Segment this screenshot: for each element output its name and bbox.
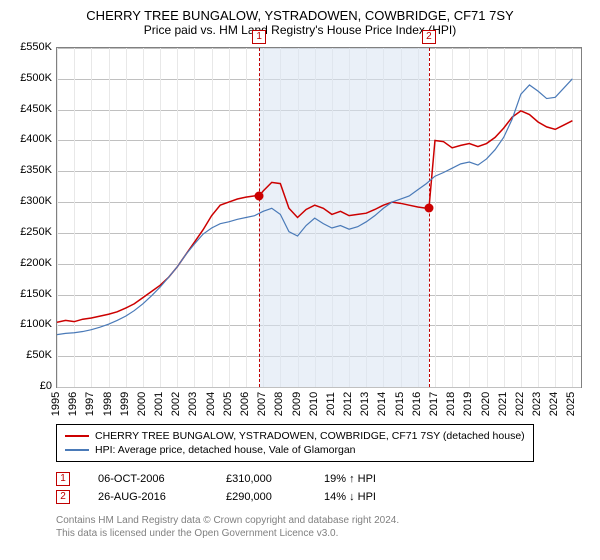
sale-marker-box: 2: [422, 30, 436, 44]
footer-line-2: This data is licensed under the Open Gov…: [56, 527, 590, 540]
legend-item: HPI: Average price, detached house, Vale…: [65, 443, 525, 457]
ytick-label: £100K: [10, 318, 52, 330]
series-hpi: [57, 79, 572, 335]
line-layer: [57, 48, 581, 387]
xtick-label: 1998: [102, 392, 114, 416]
sale-row: 2 26-AUG-2016 £290,000 14% ↓ HPI: [56, 488, 590, 506]
sale-row: 1 06-OCT-2006 £310,000 19% ↑ HPI: [56, 470, 590, 488]
xtick-label: 2014: [376, 392, 388, 416]
xtick-label: 2010: [308, 392, 320, 416]
ytick-label: £350K: [10, 164, 52, 176]
sale-dot: [255, 191, 264, 200]
legend-swatch: [65, 449, 89, 451]
xtick-label: 2025: [565, 392, 577, 416]
sale-pct-vs-hpi: 14% ↓ HPI: [324, 491, 414, 503]
xtick-label: 2013: [359, 392, 371, 416]
xtick-label: 2012: [342, 392, 354, 416]
xtick-label: 2009: [291, 392, 303, 416]
gridline-h: [57, 387, 581, 388]
ytick-label: £550K: [10, 41, 52, 53]
xtick-label: 2021: [497, 392, 509, 416]
ytick-label: £250K: [10, 226, 52, 238]
xtick-label: 2011: [325, 392, 337, 416]
xtick-label: 2022: [514, 392, 526, 416]
xtick-label: 2008: [273, 392, 285, 416]
chart-subtitle: Price paid vs. HM Land Registry's House …: [10, 23, 590, 37]
footer-attribution: Contains HM Land Registry data © Crown c…: [56, 514, 590, 540]
xtick-label: 1997: [84, 392, 96, 416]
xtick-label: 2019: [462, 392, 474, 416]
legend: CHERRY TREE BUNGALOW, YSTRADOWEN, COWBRI…: [56, 424, 534, 462]
sale-date: 26-AUG-2016: [98, 491, 198, 503]
legend-label: HPI: Average price, detached house, Vale…: [95, 444, 356, 456]
sale-row-marker: 1: [56, 472, 70, 486]
xtick-label: 2002: [170, 392, 182, 416]
legend-swatch: [65, 435, 89, 437]
sale-price: £310,000: [226, 473, 296, 485]
xtick-label: 2020: [480, 392, 492, 416]
xtick-label: 2005: [222, 392, 234, 416]
xtick-label: 1996: [67, 392, 79, 416]
xtick-label: 1999: [119, 392, 131, 416]
ytick-label: £500K: [10, 72, 52, 84]
series-property: [57, 111, 572, 322]
sale-row-marker: 2: [56, 490, 70, 504]
legend-label: CHERRY TREE BUNGALOW, YSTRADOWEN, COWBRI…: [95, 430, 525, 442]
xtick-label: 2007: [256, 392, 268, 416]
xtick-label: 2024: [548, 392, 560, 416]
xtick-label: 2004: [205, 392, 217, 416]
xtick-label: 2016: [411, 392, 423, 416]
plot-region: 12: [56, 47, 582, 388]
ytick-label: £300K: [10, 195, 52, 207]
legend-item: CHERRY TREE BUNGALOW, YSTRADOWEN, COWBRI…: [65, 429, 525, 443]
sale-marker-box: 1: [252, 30, 266, 44]
xtick-label: 2015: [394, 392, 406, 416]
chart-title: CHERRY TREE BUNGALOW, YSTRADOWEN, COWBRI…: [10, 8, 590, 23]
xtick-label: 2001: [153, 392, 165, 416]
ytick-label: £0: [10, 380, 52, 392]
chart-area: 12 £0 £50K £100K £150K £200K £250K £300K £350K £…: [10, 43, 590, 418]
ytick-label: £400K: [10, 133, 52, 145]
xtick-label: 2017: [428, 392, 440, 416]
ytick-label: £150K: [10, 288, 52, 300]
xtick-label: 1995: [50, 392, 62, 416]
sales-table: 1 06-OCT-2006 £310,000 19% ↑ HPI 2 26-AUG-201…: [56, 470, 590, 506]
xtick-label: 2023: [531, 392, 543, 416]
ytick-label: £50K: [10, 349, 52, 361]
ytick-label: £200K: [10, 257, 52, 269]
sale-date: 06-OCT-2006: [98, 473, 198, 485]
xtick-label: 2003: [187, 392, 199, 416]
footer-line-1: Contains HM Land Registry data © Crown c…: [56, 514, 590, 527]
xtick-label: 2006: [239, 392, 251, 416]
sale-price: £290,000: [226, 491, 296, 503]
xtick-label: 2018: [445, 392, 457, 416]
xtick-label: 2000: [136, 392, 148, 416]
chart-container: CHERRY TREE BUNGALOW, YSTRADOWEN, COWBRI…: [0, 0, 600, 560]
sale-dot: [424, 204, 433, 213]
sale-pct-vs-hpi: 19% ↑ HPI: [324, 473, 414, 485]
ytick-label: £450K: [10, 103, 52, 115]
